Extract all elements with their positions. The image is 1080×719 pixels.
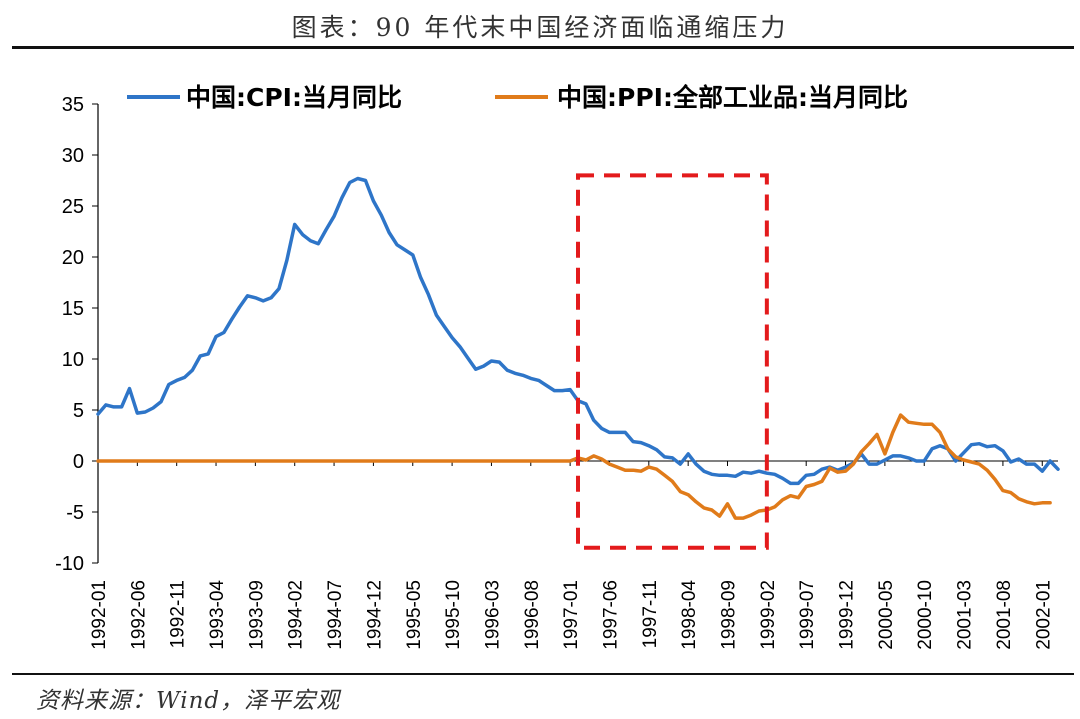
x-tick-label: 1994-02 <box>286 580 307 650</box>
x-tick-label: 2001-03 <box>955 580 976 650</box>
y-tick-label: 15 <box>62 298 84 320</box>
x-tick-label: 2001-08 <box>994 580 1015 650</box>
x-tick-label: 1995-10 <box>443 580 464 650</box>
y-tick-label: -5 <box>66 502 84 524</box>
x-tick-label: 1993-09 <box>246 580 267 650</box>
title-rule <box>12 46 1074 49</box>
y-tick-label: -10 <box>55 553 84 575</box>
x-tick-label: 2002-01 <box>1033 580 1054 650</box>
y-tick-label: 5 <box>73 400 84 422</box>
x-tick-label: 1997-11 <box>640 580 661 648</box>
y-tick-label: 35 <box>62 94 84 116</box>
series-line-ppi <box>96 413 1052 520</box>
y-tick-label: 10 <box>62 349 84 371</box>
plot-area <box>96 173 1060 550</box>
y-tick-label: 25 <box>62 196 84 218</box>
chart-legend: 中国:CPI:当月同比 中国:PPI:全部工业品:当月同比 <box>127 83 908 112</box>
x-tick-label: 1993-04 <box>207 580 228 650</box>
legend-label-ppi: 中国:PPI:全部工业品:当月同比 <box>557 83 908 112</box>
x-tick-label: 1999-02 <box>758 580 779 650</box>
x-tick-label: 1996-08 <box>522 580 543 650</box>
y-tick-label: 0 <box>73 451 84 473</box>
y-tick-label: 20 <box>62 247 84 269</box>
legend-label-cpi: 中国:CPI:当月同比 <box>186 83 402 112</box>
x-tick-label: 1994-07 <box>325 580 346 650</box>
x-tick-label: 1999-12 <box>837 580 858 650</box>
x-tick-label: 1999-07 <box>797 580 818 650</box>
x-tick-label: 1997-06 <box>600 580 621 650</box>
x-tick-label: 1995-05 <box>404 580 425 650</box>
x-tick-label: 2000-05 <box>876 580 897 650</box>
x-tick-label: 2000-10 <box>915 580 936 650</box>
x-tick-label: 1996-03 <box>482 580 503 650</box>
highlight-box <box>576 173 769 550</box>
x-tick-label: 1994-12 <box>364 580 385 650</box>
chart-title: 图表：90 年代末中国经济面临通缩压力 <box>291 13 789 42</box>
x-tick-label: 1998-04 <box>679 580 700 650</box>
y-tick-label: 30 <box>62 145 84 167</box>
x-tick-label: 1997-01 <box>561 580 582 650</box>
footer-rule <box>12 673 1074 675</box>
x-tick-label: 1992-01 <box>89 580 110 650</box>
x-tick-label: 1992-11 <box>168 580 189 648</box>
source-note: 资料来源：Wind，泽平宏观 <box>36 688 341 714</box>
x-tick-label: 1998-09 <box>719 580 740 650</box>
x-tick-label: 1992-06 <box>128 580 149 650</box>
